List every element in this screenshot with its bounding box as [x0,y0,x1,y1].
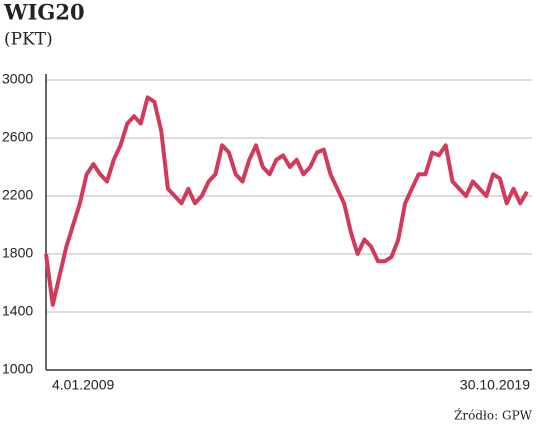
chart-title: WIG20 [3,0,85,25]
y-tick-label: 1000 [2,361,33,377]
y-tick-label: 2600 [2,129,33,145]
y-tick-label: 1400 [2,303,33,319]
x-tick-label: 30.10.2019 [460,377,530,393]
x-tick-label: 4.01.2009 [52,377,114,393]
chart-subtitle: (PKT) [4,30,53,50]
line-series [44,95,529,307]
y-tick-label: 2200 [2,187,33,203]
y-tick-label: 3000 [2,71,33,87]
source: Źródło: GPW [454,408,533,423]
y-tick-label: 1800 [2,245,33,261]
